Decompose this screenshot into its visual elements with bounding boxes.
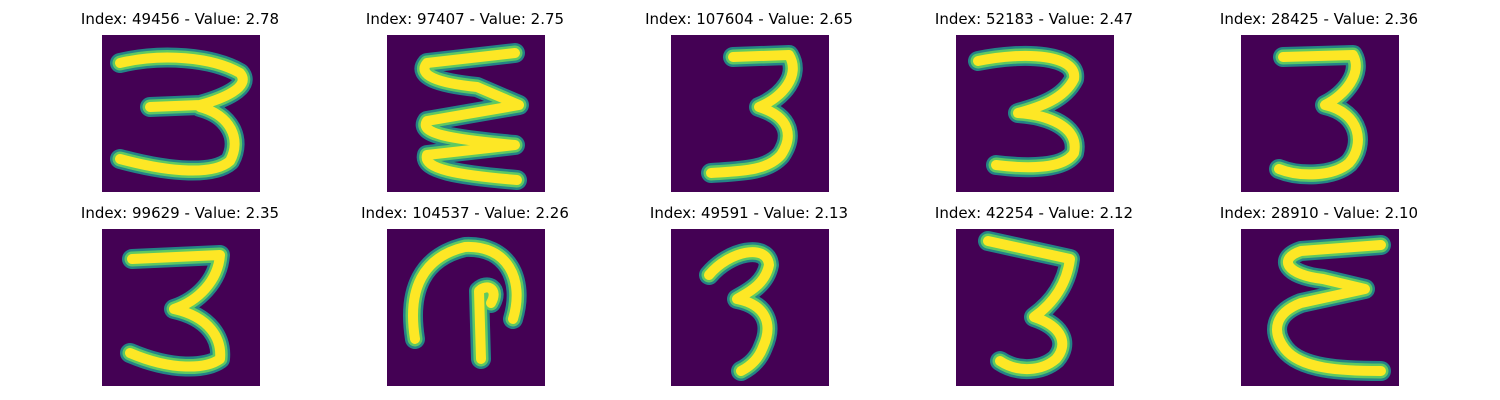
digit-3-narrow-icon bbox=[671, 229, 829, 386]
panel-title: Index: 107604 - Value: 2.65 bbox=[645, 10, 853, 28]
image-panel: Index: 104537 - Value: 2.26 bbox=[315, 204, 615, 394]
digit-image bbox=[102, 35, 260, 192]
digit-3-slanted-icon bbox=[956, 229, 1114, 386]
panel-title: Index: 49591 - Value: 2.13 bbox=[649, 204, 849, 222]
digit-image bbox=[1241, 229, 1399, 386]
image-panel: Index: 28910 - Value: 2.10 bbox=[1169, 204, 1469, 394]
image-panel: Index: 52183 - Value: 2.47 bbox=[884, 10, 1184, 200]
digit-3-reversed-e-icon bbox=[1241, 229, 1399, 386]
digit-image bbox=[387, 229, 545, 386]
image-panel: Index: 49456 - Value: 2.78 bbox=[30, 10, 330, 200]
panel-title: Index: 97407 - Value: 2.75 bbox=[365, 10, 565, 28]
image-panel: Index: 42254 - Value: 2.12 bbox=[884, 204, 1184, 394]
panel-title: Index: 42254 - Value: 2.12 bbox=[934, 204, 1134, 222]
digit-3-zigzag-icon bbox=[387, 35, 545, 192]
image-panel: Index: 49591 - Value: 2.13 bbox=[599, 204, 899, 394]
digit-image bbox=[956, 35, 1114, 192]
digit-image bbox=[102, 229, 260, 386]
panel-title: Index: 49456 - Value: 2.78 bbox=[80, 10, 280, 28]
image-panel: Index: 107604 - Value: 2.65 bbox=[599, 10, 899, 200]
image-panel: Index: 97407 - Value: 2.75 bbox=[315, 10, 615, 200]
panel-title: Index: 104537 - Value: 2.26 bbox=[361, 204, 569, 222]
image-panel: Index: 28425 - Value: 2.36 bbox=[1169, 10, 1469, 200]
panel-title: Index: 28910 - Value: 2.10 bbox=[1219, 204, 1419, 222]
digit-image bbox=[671, 35, 829, 192]
panel-title: Index: 99629 - Value: 2.35 bbox=[80, 204, 280, 222]
panel-title: Index: 28425 - Value: 2.36 bbox=[1219, 10, 1419, 28]
digit-3-bold-icon bbox=[671, 35, 829, 192]
digit-3-loop-icon bbox=[956, 35, 1114, 192]
digit-image bbox=[1241, 35, 1399, 192]
digit-arch-hook-icon bbox=[387, 229, 545, 386]
digit-image bbox=[671, 229, 829, 386]
digit-3-thick-icon bbox=[1241, 35, 1399, 192]
image-panel: Index: 99629 - Value: 2.35 bbox=[30, 204, 330, 394]
digit-3-wide-strokes-icon bbox=[102, 35, 260, 192]
digit-image bbox=[956, 229, 1114, 386]
digit-image bbox=[387, 35, 545, 192]
panel-title: Index: 52183 - Value: 2.47 bbox=[934, 10, 1134, 28]
digit-3-plain-icon bbox=[102, 229, 260, 386]
